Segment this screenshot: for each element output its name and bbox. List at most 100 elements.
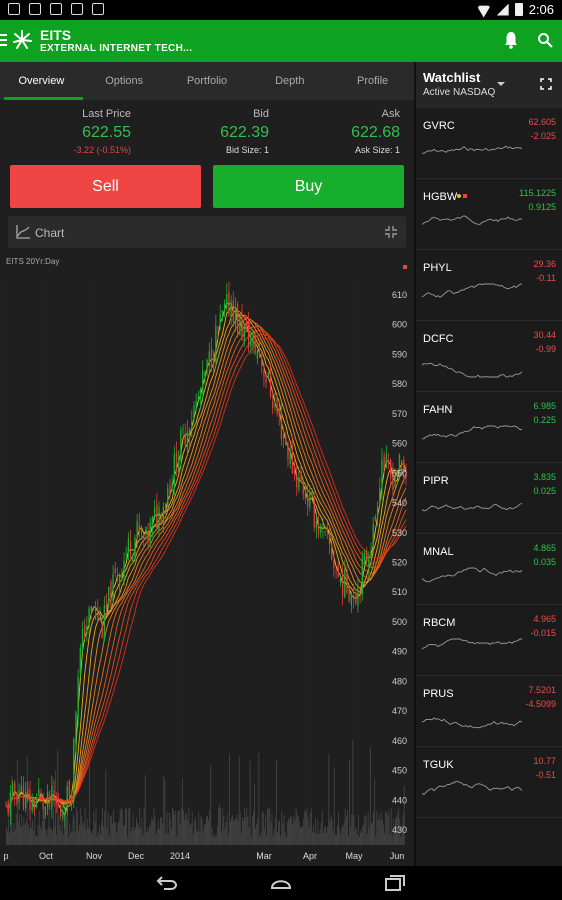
menu-icon[interactable] [0,34,8,46]
watchlist-item-tguk[interactable]: TGUK 10.77 -0.51 [416,747,562,818]
tab-bar: Overview Options Portfolio Depth Profile [0,62,414,100]
candle-body [376,508,379,520]
tab-options[interactable]: Options [105,75,144,87]
volume-bar [255,828,256,845]
watchlist-change: 0.225 [533,415,556,425]
back-icon[interactable] [156,875,178,891]
volume-bar [272,835,274,845]
volume-bar [169,819,171,845]
volume-bar [43,818,44,845]
volume-bar [145,832,147,845]
watchlist-price: 3.835 [533,472,556,482]
volume-bar [369,747,371,845]
candle-body [186,431,189,448]
moving-average-line [5,316,407,811]
volume-bar [12,831,14,845]
volume-bar [167,833,169,845]
watchlist-sparkline [422,215,522,225]
app-logo-icon[interactable] [11,29,33,51]
tab-profile[interactable]: Profile [356,75,389,87]
volume-bar [214,836,216,845]
price-chart[interactable]: 610 600 590 580 570 560 550 540 530 520 510 500 490 4… [0,270,414,866]
volume-bar [26,755,28,845]
volume-bar [164,780,166,845]
sell-button[interactable]: Sell [10,165,201,208]
volume-bar [31,827,32,845]
volume-bar [391,835,393,845]
candle-body [320,525,322,533]
tab-overview[interactable]: Overview [0,62,83,100]
candle-body [197,396,200,400]
watchlist-sparkline [422,503,522,512]
volume-bar [374,779,376,845]
volume-bar [115,822,117,845]
recent-apps-icon[interactable] [384,874,406,892]
volume-bar [154,817,156,845]
volume-bar [372,821,373,845]
watchlist-item-rbcm[interactable]: RBCM 4.965 -0.015 [416,605,562,676]
volume-bar [54,827,55,845]
volume-bar [396,816,397,845]
volume-bar [299,827,301,845]
bell-icon[interactable] [504,31,518,49]
candle-body [215,325,217,362]
candle-body [94,607,97,612]
volume-bar [326,832,328,845]
volume-bar [379,820,381,845]
volume-bar [105,769,107,845]
volume-bar [305,811,307,845]
volume-bar [52,809,54,845]
volume-bar [269,807,271,845]
volume-bar [275,760,277,845]
volume-bar [362,826,364,845]
volume-bar [245,817,247,845]
home-icon[interactable] [269,876,293,890]
notification-icon [50,3,62,15]
volume-bar [350,826,352,845]
volume-bar [126,808,128,845]
y-tick-label: 560 [392,439,407,449]
volume-bar [266,836,267,845]
volume-bar [189,825,191,845]
chart-header[interactable]: Chart [8,216,406,248]
tab-portfolio[interactable]: Portfolio [186,75,228,87]
volume-bar [222,808,224,845]
watchlist-item-dcfc[interactable]: DCFC 30.44 -0.99 [416,321,562,392]
wifi-icon [477,4,491,16]
volume-bar [251,816,253,845]
watchlist-item-mnal[interactable]: MNAL 4.865 0.035 [416,534,562,605]
candle-body [250,340,252,347]
candle-body [42,798,44,810]
watchlist-header[interactable]: Watchlist Active NASDAQ [416,62,562,108]
watchlist-item-gvrc[interactable]: GVRC 62.605 -2.025 [416,108,562,179]
watchlist-item-fahn[interactable]: FAHN 6.985 0.225 [416,392,562,463]
buy-button[interactable]: Buy [213,165,404,208]
candle-body [208,351,210,366]
collapse-icon[interactable] [384,225,398,239]
tab-depth[interactable]: Depth [275,75,305,87]
volume-bar [155,834,157,845]
candle-body [309,493,311,508]
volume-bar [24,824,26,845]
volume-bar [352,739,354,845]
search-icon[interactable] [537,32,553,48]
watchlist-symbol: DCFC [423,333,454,345]
candle-body [31,802,33,811]
expand-icon[interactable] [540,78,552,90]
signal-icon [496,3,509,16]
chevron-down-icon[interactable] [497,82,505,86]
volume-bar [137,822,138,845]
candle-body [123,559,125,577]
candle-body [59,804,62,817]
watchlist-item-pipr[interactable]: PIPR 3.835 0.025 [416,463,562,534]
watchlist-item-prus[interactable]: PRUS 7.5201 -4.5099 [416,676,562,747]
volume-bar [234,818,236,845]
watchlist-item-hgbw[interactable]: HGBW 115.1225 0.9125 [416,179,562,250]
status-bar: 2:06 [0,0,562,20]
candle-body [64,815,66,819]
candle-body [55,797,57,805]
volume-bar [346,810,348,845]
watchlist-item-phyl[interactable]: PHYL 29.36 -0.11 [416,250,562,321]
volume-bar [280,835,282,845]
candle-body [18,790,20,803]
